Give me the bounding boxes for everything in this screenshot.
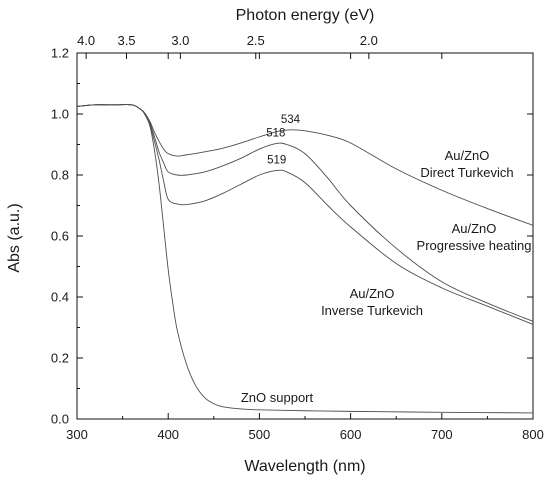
- top-axis-title: Photon energy (eV): [236, 7, 375, 24]
- series-label: Progressive heating: [417, 238, 532, 253]
- x-tick-label: 300: [66, 427, 88, 442]
- labels-layer: Au/ZnO Direct Turkevich Au/ZnO Progressive …: [241, 114, 532, 405]
- x-tick-label: 400: [157, 427, 179, 442]
- x-tick-label: 500: [249, 427, 271, 442]
- series-label: Au/ZnO: [350, 286, 395, 301]
- top-tick-label: 3.0: [171, 33, 189, 48]
- y-tick-label: 0.0: [51, 412, 69, 427]
- y-tick-label: 1.0: [51, 107, 69, 122]
- series-line-2: [76, 104, 534, 325]
- y-tick-label: 0.6: [51, 229, 69, 244]
- peak-label: 518: [266, 128, 285, 140]
- series-label: Au/ZnO: [445, 148, 490, 163]
- y-axis-title: Abs (a.u.): [6, 203, 23, 272]
- top-tick-label: 3.5: [117, 33, 135, 48]
- y-tick-label: 0.8: [51, 168, 69, 183]
- top-tick-label: 2.5: [247, 33, 265, 48]
- x-axis-title: Wavelength (nm): [244, 458, 365, 475]
- y-tick-label: 1.2: [51, 46, 69, 61]
- plot-frame: [76, 52, 534, 420]
- series-label: Inverse Turkevich: [321, 303, 423, 318]
- series-layer: [76, 104, 534, 414]
- series-label: Direct Turkevich: [420, 165, 513, 180]
- top-tick-label: 2.0: [360, 33, 378, 48]
- series-label: Au/ZnO: [452, 221, 497, 236]
- series-label: ZnO support: [241, 390, 314, 405]
- series-line-1: [76, 104, 534, 322]
- peak-label: 519: [267, 154, 286, 166]
- peak-label: 534: [281, 114, 301, 126]
- x-tick-label: 800: [522, 427, 544, 442]
- top-tick-label: 4.0: [77, 33, 95, 48]
- y-tick-label: 0.4: [51, 290, 69, 305]
- ticks-layer: 300 400 500 600 700 800 0.0 0.2 0.4 0.6 0.8 1.0 1.2 4…: [51, 33, 544, 442]
- x-tick-label: 600: [340, 427, 362, 442]
- series-line-3: [76, 104, 534, 414]
- x-tick-label: 700: [431, 427, 453, 442]
- y-tick-label: 0.2: [51, 351, 69, 366]
